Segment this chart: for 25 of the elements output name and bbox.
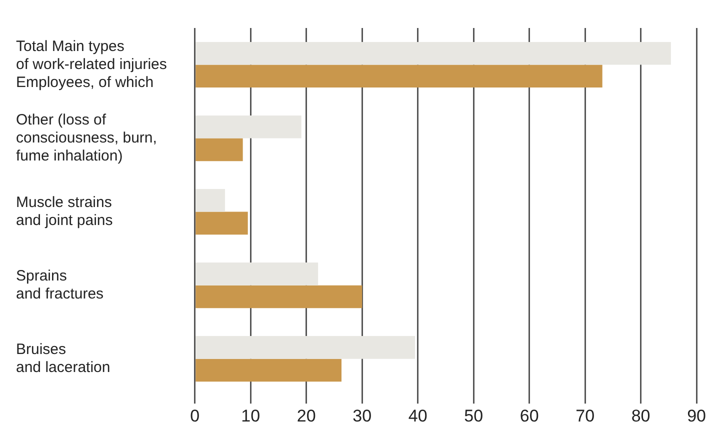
x-tick-label: 10: [241, 406, 260, 426]
bar: [196, 336, 416, 359]
bar: [196, 138, 243, 162]
x-tick-label: 40: [408, 406, 428, 426]
bar: [196, 189, 225, 212]
y-tick-label: Bruises and laceration: [16, 340, 110, 376]
x-tick-label: 70: [576, 406, 595, 426]
y-tick-label: Total Main types of work-related injuries Employees, of which: [16, 38, 167, 91]
bar: [196, 262, 318, 286]
bar: [196, 212, 248, 235]
bar: [196, 115, 302, 138]
x-tick-label: 0: [190, 406, 200, 426]
bar: [196, 42, 671, 65]
bar: [196, 64, 602, 88]
x-tick-label: 80: [631, 406, 650, 426]
y-tick-label: Other (loss of consciousness, burn, fume inhalation): [16, 111, 157, 164]
x-tick-label: 50: [464, 406, 484, 426]
bar: [196, 285, 362, 308]
bar: [196, 358, 342, 382]
x-tick-label: 30: [352, 406, 372, 426]
x-tick-label: 90: [687, 406, 706, 426]
y-tick-label: Sprains and fractures: [16, 267, 104, 302]
x-tick-label: 60: [520, 406, 539, 426]
x-tick-label: 20: [296, 406, 316, 426]
y-tick-label: Muscle strains and joint pains: [16, 194, 113, 229]
